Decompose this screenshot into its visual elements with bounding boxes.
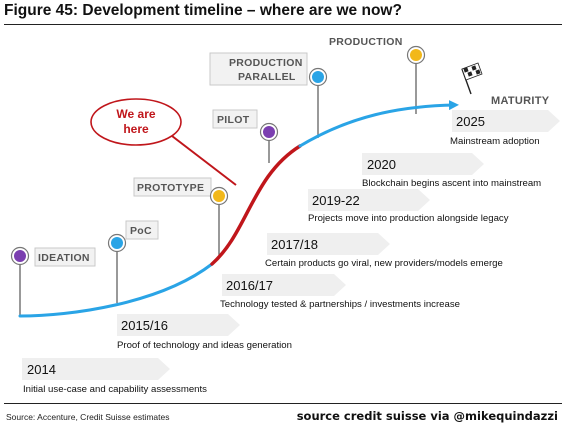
- stage-dot: [410, 49, 422, 61]
- adoption-curve-current: [210, 144, 302, 266]
- title-divider: [4, 24, 562, 25]
- adoption-curve-late: [298, 100, 459, 148]
- milestone-year: 2015/16: [121, 318, 168, 333]
- milestone-arrow: [222, 274, 346, 296]
- milestone-year: 2020: [367, 157, 396, 172]
- milestone-arrow: [267, 233, 390, 255]
- source-credit: source credit suisse via @mikequindazzi: [296, 409, 558, 423]
- stage-label-line2: PARALLEL: [238, 71, 296, 83]
- stage-label-box: [209, 52, 308, 86]
- milestone-2025: 2025 Mainstream adoption: [450, 110, 560, 147]
- stage-label-line1: PRODUCTION: [229, 57, 303, 69]
- milestone-text: Initial use-case and capability assessme…: [23, 384, 207, 395]
- callout-pointer: [171, 135, 237, 186]
- stage-pilot: PILOT: [212, 109, 279, 163]
- checkered-flag-icon: [461, 62, 483, 95]
- milestone-arrow: [308, 189, 430, 211]
- milestone-text: Projects move into production alongside …: [308, 213, 509, 224]
- milestone-arrow: [362, 153, 484, 175]
- milestone-2014: 2014 Initial use-case and capability ass…: [22, 358, 207, 395]
- milestone-2020: 2020 Blockchain begins ascent into mains…: [362, 153, 541, 189]
- milestone-text: Mainstream adoption: [450, 136, 540, 147]
- callout-ellipse: [90, 98, 182, 146]
- stage-ideation: IDEATION: [10, 246, 96, 316]
- stage-label-box: [212, 109, 258, 129]
- milestone-year: 2025: [456, 114, 485, 129]
- milestone-text: Proof of technology and ideas generation: [117, 340, 292, 351]
- milestone-2015-16: 2015/16 Proof of technology and ideas ge…: [117, 314, 292, 351]
- milestone-2017-18: 2017/18 Certain products go viral, new p…: [265, 233, 503, 269]
- stage-production: PRODUCTION: [329, 36, 426, 114]
- milestone-year: 2017/18: [271, 237, 318, 252]
- maturity-label: MATURITY: [491, 95, 550, 107]
- stage-label-box: [133, 177, 212, 197]
- stage-label-box: [125, 220, 159, 240]
- milestone-text: Blockchain begins ascent into mainstream: [362, 178, 541, 189]
- milestone-text: Technology tested & partnerships / inves…: [220, 299, 460, 310]
- milestone-arrow: [22, 358, 170, 380]
- milestone-2019-22: 2019-22 Projects move into production al…: [308, 189, 509, 224]
- stage-dot: [312, 71, 324, 83]
- figure-title: Figure 45: Development timeline – where …: [4, 2, 402, 19]
- milestone-year: 2019-22: [312, 193, 360, 208]
- stage-label: PROTOTYPE: [137, 182, 204, 194]
- stage-dot: [14, 250, 26, 262]
- callout-line2: here: [123, 122, 149, 136]
- stage-label: PRODUCTION: [329, 36, 403, 48]
- milestone-year: 2016/17: [226, 278, 273, 293]
- stage-label: PoC: [130, 225, 152, 237]
- stage-label: PILOT: [217, 114, 250, 126]
- stage-dot: [213, 190, 225, 202]
- adoption-curve-early: [18, 262, 214, 318]
- stage-dot: [111, 237, 123, 249]
- stage-poc: PoC: [107, 220, 159, 303]
- footer-divider: [4, 403, 562, 404]
- stage-production-parallel: PRODUCTION PARALLEL: [209, 52, 328, 138]
- milestone-year: 2014: [27, 362, 56, 377]
- callout-line1: We are: [116, 107, 155, 121]
- milestone-arrow: [452, 110, 560, 132]
- stage-prototype: PROTOTYPE: [133, 177, 229, 258]
- milestone-text: Certain products go viral, new providers…: [265, 258, 503, 269]
- stage-dot: [263, 126, 275, 138]
- milestone-2016-17: 2016/17 Technology tested & partnerships…: [220, 274, 460, 310]
- stage-label-box: [34, 247, 96, 267]
- stage-label: IDEATION: [38, 252, 90, 264]
- we-are-here-callout: We are here: [90, 98, 237, 186]
- source-note: Source: Accenture, Credit Suisse estimat…: [6, 412, 170, 422]
- milestone-arrow: [117, 314, 240, 336]
